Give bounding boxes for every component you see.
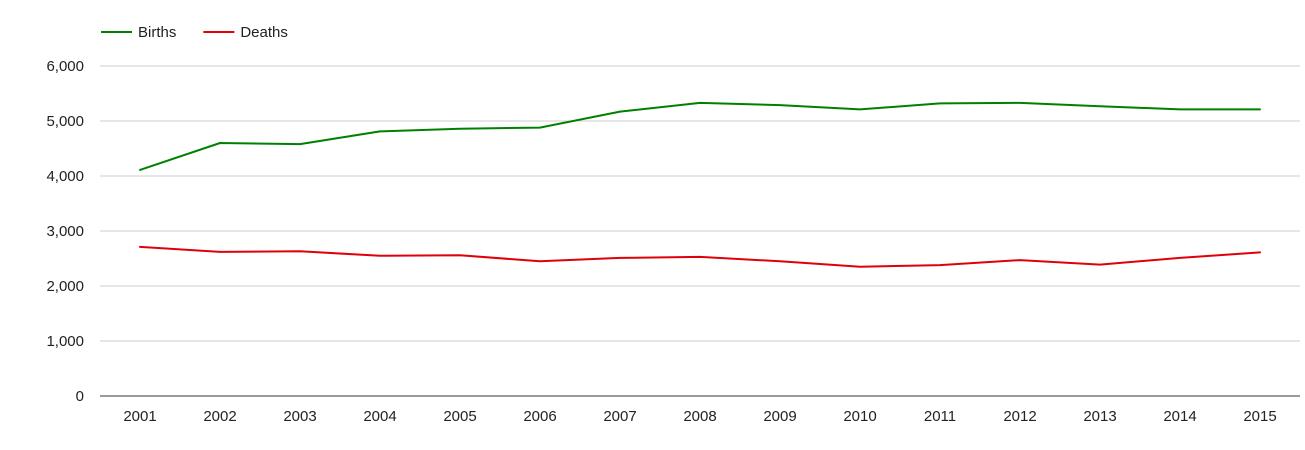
x-tick-label: 2009 [763,408,796,425]
x-tick-label: 2005 [443,408,476,425]
x-tick-label: 2001 [123,408,156,425]
y-tick-label: 4,000 [46,168,84,185]
legend-label: Deaths [240,24,288,41]
y-tick-label: 3,000 [46,223,84,240]
x-tick-label: 2006 [523,408,556,425]
x-tick-label: 2004 [363,408,396,425]
series-lines [139,101,1261,268]
legend-item-deaths: Deaths [203,24,288,41]
y-tick-label: 5,000 [46,113,84,130]
x-tick-label: 2007 [603,408,636,425]
x-tick-label: 2013 [1083,408,1116,425]
x-tick-label: 2008 [683,408,716,425]
y-tick-label: 0 [76,388,84,405]
gridlines [100,65,1300,342]
y-tick-label: 6,000 [46,58,84,75]
x-axis-tick-labels: 2001 2002 2003 2004 2005 2006 2007 2008 2009 2010… [123,408,1276,425]
legend: Births Deaths [101,24,288,41]
y-tick-label: 1,000 [46,333,84,350]
series-line-deaths [139,245,1261,268]
legend-label: Births [138,24,176,41]
x-tick-label: 2011 [924,408,956,425]
x-tick-label: 2003 [283,408,316,425]
x-tick-label: 2012 [1003,408,1036,425]
series-line-births [139,101,1261,171]
x-tick-label: 2002 [203,408,236,425]
y-axis-tick-labels: 0 1,000 2,000 3,000 4,000 5,000 6,000 [46,58,84,405]
x-tick-label: 2015 [1243,408,1276,425]
x-tick-label: 2010 [843,408,876,425]
y-tick-label: 2,000 [46,278,84,295]
legend-item-births: Births [101,24,176,41]
x-tick-label: 2014 [1163,408,1196,425]
